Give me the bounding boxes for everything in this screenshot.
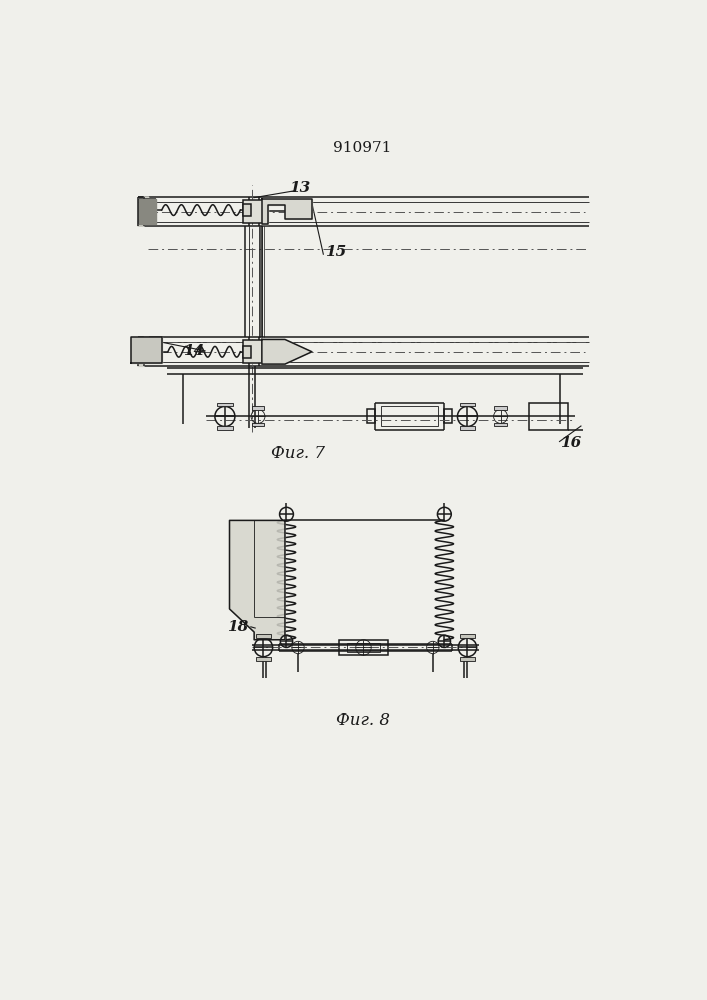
- Bar: [381, 406, 438, 426]
- Bar: [252, 406, 264, 410]
- Bar: [368, 409, 375, 423]
- Polygon shape: [262, 339, 312, 364]
- Text: 18: 18: [227, 620, 248, 634]
- Bar: [346, 643, 380, 652]
- Bar: [256, 657, 271, 661]
- Bar: [460, 403, 475, 406]
- Bar: [494, 406, 507, 410]
- Text: 13: 13: [289, 181, 310, 195]
- Bar: [243, 346, 251, 358]
- Text: 14: 14: [183, 344, 204, 358]
- Bar: [460, 426, 475, 430]
- Polygon shape: [138, 197, 148, 226]
- Text: 910971: 910971: [333, 141, 391, 155]
- Polygon shape: [230, 520, 285, 640]
- Text: 15: 15: [325, 245, 346, 259]
- Text: Фиг. 8: Фиг. 8: [337, 712, 390, 729]
- Bar: [217, 403, 233, 406]
- Bar: [460, 657, 475, 661]
- Text: 16: 16: [560, 436, 581, 450]
- Bar: [494, 423, 507, 426]
- Bar: [460, 634, 475, 638]
- Bar: [256, 634, 271, 638]
- Bar: [243, 200, 264, 223]
- Bar: [252, 423, 264, 426]
- Bar: [243, 340, 264, 363]
- Bar: [529, 403, 568, 430]
- Bar: [444, 409, 452, 423]
- Bar: [217, 426, 233, 430]
- Polygon shape: [262, 199, 312, 224]
- Polygon shape: [131, 337, 162, 363]
- Bar: [339, 640, 388, 655]
- Bar: [243, 204, 251, 216]
- Polygon shape: [138, 337, 148, 366]
- Polygon shape: [139, 199, 156, 224]
- Text: Фиг. 7: Фиг. 7: [271, 445, 325, 462]
